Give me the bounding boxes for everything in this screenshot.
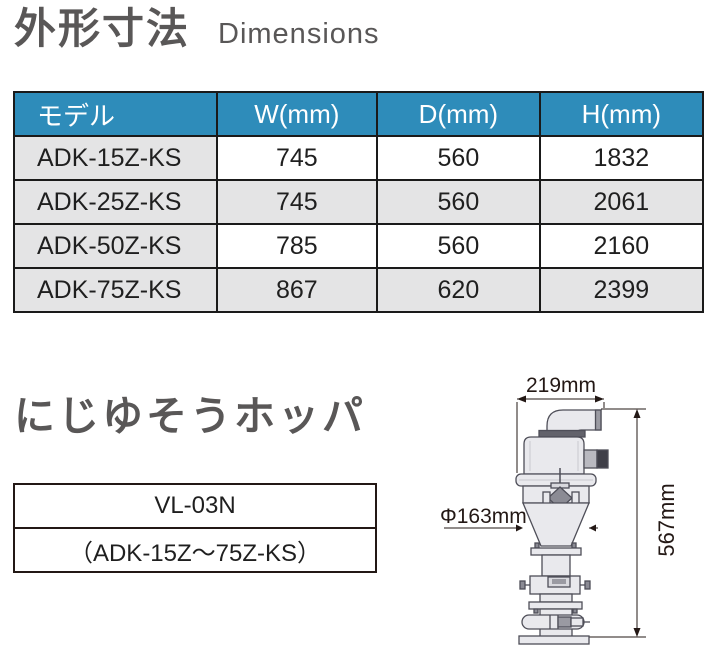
- model-name-cell: ADK-50Z-KS: [13, 223, 218, 269]
- dimensions-table-header-row: モデル W(mm) D(mm) H(mm): [13, 91, 705, 137]
- column-header-height: H(mm): [538, 91, 705, 137]
- width-cell: 745: [215, 135, 379, 181]
- hopper-section-title: にじゆそうホッパ: [14, 393, 366, 439]
- model-name-cell: ADK-75Z-KS: [13, 267, 218, 313]
- column-header-width: W(mm): [215, 91, 379, 137]
- dimensions-table: モデル W(mm) D(mm) H(mm) ADK-15Z-KS 745 560…: [13, 91, 705, 313]
- hopper-model-table: VL-03N （ADK-15Z～75Z-KS）: [13, 483, 377, 573]
- height-cell: 2399: [538, 267, 705, 313]
- height-dimension-label: 567mm: [654, 483, 679, 556]
- diameter-dimension-label: Φ163mm: [440, 505, 527, 528]
- height-cell: 2160: [538, 223, 705, 269]
- height-cell: 1832: [538, 135, 705, 181]
- depth-cell: 560: [376, 135, 541, 181]
- width-cell: 867: [215, 267, 379, 313]
- column-header-model: モデル: [13, 91, 218, 137]
- depth-cell: 620: [376, 267, 541, 313]
- table-row: ADK-50Z-KS 785 560 2160: [13, 223, 705, 269]
- height-cell: 2061: [538, 179, 705, 225]
- width-dimension-label: 219mm: [526, 374, 596, 397]
- table-row: ADK-25Z-KS 745 560 2061: [13, 179, 705, 225]
- table-row: ADK-15Z-KS 745 560 1832: [13, 135, 705, 181]
- dimension-arrows: [516, 395, 641, 637]
- table-row: （ADK-15Z～75Z-KS）: [13, 527, 377, 573]
- column-header-depth: D(mm): [376, 91, 541, 137]
- width-cell: 785: [215, 223, 379, 269]
- width-cell: 745: [215, 179, 379, 225]
- hopper-body-drawing: [515, 409, 609, 645]
- model-name-cell: ADK-15Z-KS: [13, 135, 218, 181]
- table-row: VL-03N: [13, 483, 377, 529]
- dimension-lines: [444, 398, 646, 638]
- hopper-model-cell: VL-03N: [13, 483, 377, 529]
- page-header: 外形寸法 Dimensions: [14, 4, 380, 54]
- table-row: ADK-75Z-KS 867 620 2399: [13, 267, 705, 313]
- depth-cell: 560: [376, 223, 541, 269]
- model-name-cell: ADK-25Z-KS: [13, 179, 218, 225]
- depth-cell: 560: [376, 179, 541, 225]
- page-title-english: Dimensions: [218, 18, 380, 50]
- page-title: 外形寸法: [14, 5, 191, 52]
- hopper-technical-drawing: 219mm Φ163mm 567mm: [430, 373, 712, 671]
- hopper-compatibility-cell: （ADK-15Z～75Z-KS）: [13, 527, 377, 573]
